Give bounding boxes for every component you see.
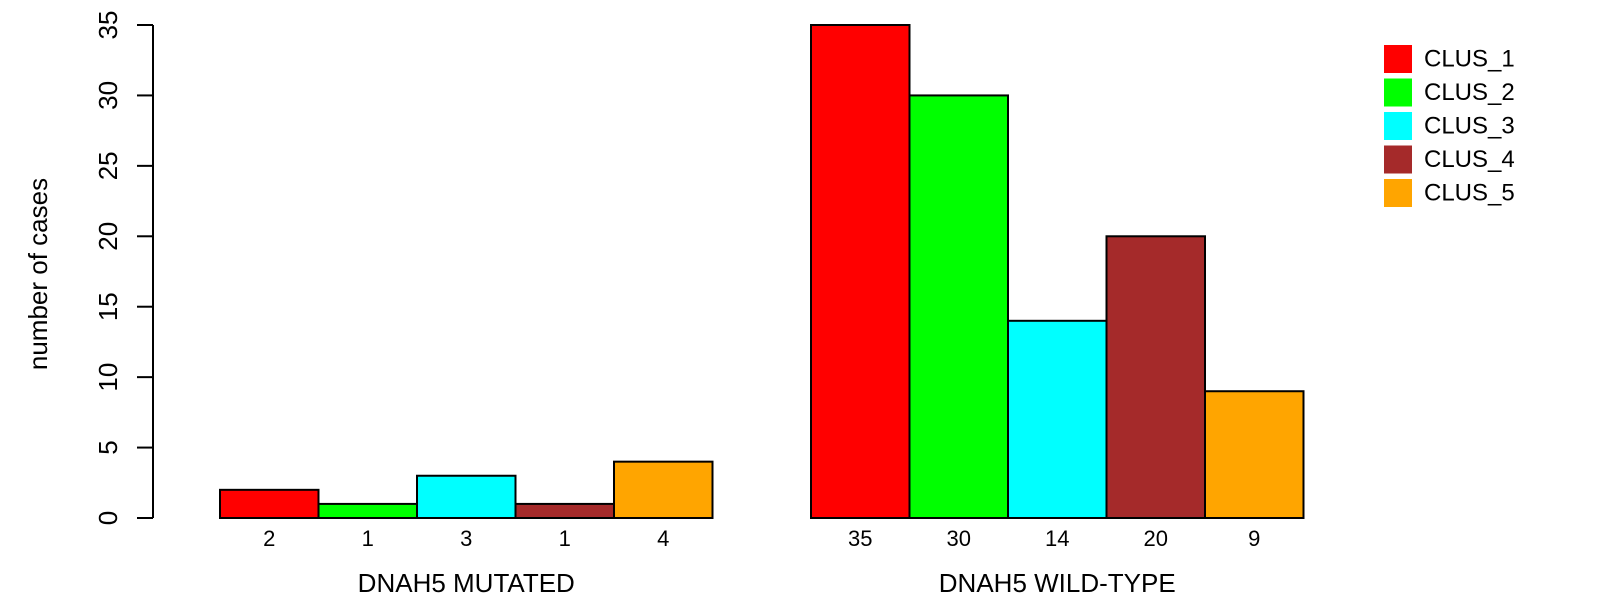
bar-value-label: 9 — [1248, 526, 1260, 551]
bar-value-label: 3 — [460, 526, 472, 551]
group-label: DNAH5 MUTATED — [358, 568, 575, 598]
bar-value-label: 4 — [657, 526, 669, 551]
y-tick-label: 15 — [93, 292, 123, 321]
legend-swatch — [1384, 45, 1412, 73]
bar-clus-4 — [514, 502, 615, 519]
y-tick-label: 5 — [93, 440, 123, 454]
y-tick-label: 0 — [93, 511, 123, 525]
group-label: DNAH5 WILD-TYPE — [939, 568, 1176, 598]
legend-swatch — [1384, 145, 1412, 174]
bar-clus-3 — [416, 474, 517, 519]
y-tick-label: 25 — [93, 151, 123, 180]
legend-swatch — [1384, 112, 1412, 140]
y-tick-label: 20 — [93, 222, 123, 251]
bar-clus-5 — [613, 460, 714, 519]
legend-swatch — [1384, 179, 1412, 207]
y-tick-label: 10 — [93, 363, 123, 392]
y-axis-label: number of cases — [23, 178, 53, 370]
legend-label: CLUS_5 — [1424, 180, 1515, 207]
bar-clus-1 — [810, 24, 911, 519]
y-tick-label: 35 — [93, 11, 123, 40]
bar-value-label: 1 — [559, 526, 571, 551]
bar-value-label: 2 — [263, 526, 275, 551]
bar-value-label: 35 — [848, 526, 872, 551]
legend-label: CLUS_1 — [1424, 46, 1515, 73]
bar-clus-3 — [1007, 319, 1108, 519]
group-labels: DNAH5 MUTATED DNAH5 WILD-TYPE — [358, 568, 1176, 598]
legend-swatch — [1384, 78, 1412, 107]
legend-label: CLUS_4 — [1424, 146, 1515, 173]
bar-value-label: 14 — [1045, 526, 1069, 551]
bar-value-label: 1 — [362, 526, 374, 551]
bar-clus-5 — [1204, 390, 1305, 520]
bar-clus-4 — [1105, 235, 1206, 520]
bar-clus-2 — [908, 94, 1009, 520]
legend: CLUS_1 CLUS_2 CLUS_3 CLUS_4 CLUS_5 — [1384, 45, 1515, 207]
bar-value-label: 20 — [1144, 526, 1168, 551]
bar-clus-1 — [219, 488, 320, 520]
y-axis: 0 5 10 15 20 25 30 35 — [93, 11, 154, 525]
bar-clus-2 — [317, 502, 418, 519]
legend-label: CLUS_3 — [1424, 113, 1515, 140]
bars — [219, 24, 1305, 520]
bar-value-label: 30 — [947, 526, 971, 551]
bar-value-labels: 2 1 3 1 4 35 30 14 20 9 — [263, 526, 1260, 551]
y-tick-label: 30 — [93, 81, 123, 110]
legend-label: CLUS_2 — [1424, 79, 1515, 106]
